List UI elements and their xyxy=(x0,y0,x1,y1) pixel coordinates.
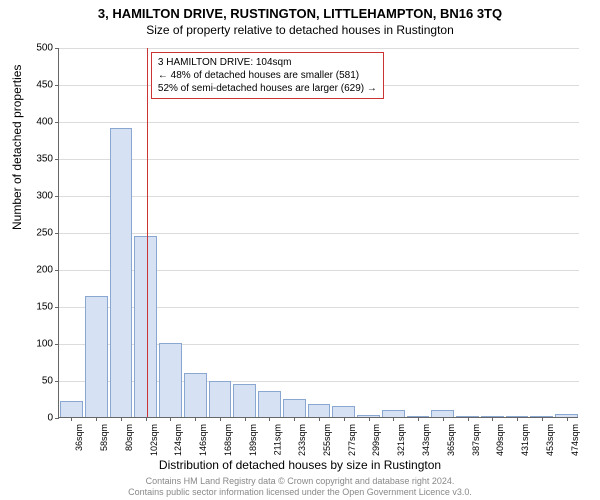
x-tick-mark xyxy=(294,417,295,421)
x-tick-label: 321sqm xyxy=(396,424,406,456)
y-tick-mark xyxy=(55,48,59,49)
y-tick-mark xyxy=(55,233,59,234)
bar xyxy=(308,404,331,417)
y-tick-mark xyxy=(55,307,59,308)
y-tick-mark xyxy=(55,196,59,197)
gridline xyxy=(59,159,579,160)
y-tick-mark xyxy=(55,270,59,271)
x-tick-label: 409sqm xyxy=(495,424,505,456)
x-tick-label: 36sqm xyxy=(74,424,84,451)
gridline xyxy=(59,196,579,197)
bar xyxy=(60,401,83,417)
x-tick-mark xyxy=(195,417,196,421)
x-tick-mark xyxy=(418,417,419,421)
x-tick-mark xyxy=(443,417,444,421)
y-axis-label: Number of detached properties xyxy=(10,65,24,230)
bar xyxy=(431,410,454,417)
bar xyxy=(382,410,405,417)
annotation-box: 3 HAMILTON DRIVE: 104sqm← 48% of detache… xyxy=(151,52,384,99)
bar xyxy=(332,406,355,417)
y-tick-label: 200 xyxy=(23,265,53,276)
x-tick-mark xyxy=(121,417,122,421)
footer-line-1: Contains HM Land Registry data © Crown c… xyxy=(0,476,600,487)
x-tick-mark xyxy=(71,417,72,421)
footer-text: Contains HM Land Registry data © Crown c… xyxy=(0,476,600,499)
x-tick-label: 453sqm xyxy=(545,424,555,456)
bar xyxy=(85,296,108,417)
bar xyxy=(233,384,256,417)
bar xyxy=(134,236,157,417)
chart-subtitle: Size of property relative to detached ho… xyxy=(0,21,600,37)
bar xyxy=(159,343,182,417)
x-tick-label: 431sqm xyxy=(520,424,530,456)
bar xyxy=(209,381,232,417)
y-tick-label: 500 xyxy=(23,43,53,54)
y-tick-label: 250 xyxy=(23,228,53,239)
y-tick-mark xyxy=(55,418,59,419)
x-axis-label: Distribution of detached houses by size … xyxy=(0,458,600,472)
chart-container: 3, HAMILTON DRIVE, RUSTINGTON, LITTLEHAM… xyxy=(0,0,600,500)
x-tick-mark xyxy=(517,417,518,421)
x-tick-mark xyxy=(542,417,543,421)
x-tick-mark xyxy=(344,417,345,421)
bar xyxy=(184,373,207,417)
y-tick-mark xyxy=(55,85,59,86)
x-tick-label: 58sqm xyxy=(99,424,109,451)
x-tick-mark xyxy=(220,417,221,421)
y-tick-mark xyxy=(55,122,59,123)
x-tick-mark xyxy=(567,417,568,421)
y-tick-label: 100 xyxy=(23,339,53,350)
x-tick-label: 365sqm xyxy=(446,424,456,456)
gridline xyxy=(59,233,579,234)
gridline xyxy=(59,122,579,123)
gridline xyxy=(59,48,579,49)
x-tick-mark xyxy=(393,417,394,421)
x-tick-mark xyxy=(492,417,493,421)
x-tick-mark xyxy=(468,417,469,421)
bar xyxy=(110,128,133,417)
chart-area: 05010015020025030035040045050036sqm58sqm… xyxy=(58,48,578,418)
x-tick-label: 211sqm xyxy=(272,424,282,455)
x-tick-label: 189sqm xyxy=(248,424,258,456)
plot-region: 05010015020025030035040045050036sqm58sqm… xyxy=(58,48,578,418)
y-tick-label: 300 xyxy=(23,191,53,202)
x-tick-label: 168sqm xyxy=(223,424,233,456)
x-tick-mark xyxy=(245,417,246,421)
x-tick-label: 102sqm xyxy=(149,424,159,456)
bar xyxy=(283,399,306,418)
x-tick-mark xyxy=(146,417,147,421)
chart-title: 3, HAMILTON DRIVE, RUSTINGTON, LITTLEHAM… xyxy=(0,0,600,21)
y-tick-label: 50 xyxy=(23,376,53,387)
x-tick-label: 277sqm xyxy=(347,424,357,456)
x-tick-label: 387sqm xyxy=(471,424,481,456)
bar xyxy=(258,391,281,417)
x-tick-mark xyxy=(369,417,370,421)
x-tick-label: 80sqm xyxy=(124,424,134,451)
annotation-line: ← 48% of detached houses are smaller (58… xyxy=(158,69,377,82)
y-tick-label: 350 xyxy=(23,154,53,165)
marker-line xyxy=(147,48,148,417)
x-tick-label: 255sqm xyxy=(322,424,332,456)
y-tick-mark xyxy=(55,159,59,160)
x-tick-mark xyxy=(269,417,270,421)
footer-line-2: Contains public sector information licen… xyxy=(0,487,600,498)
y-tick-mark xyxy=(55,344,59,345)
x-tick-label: 343sqm xyxy=(421,424,431,456)
x-tick-label: 299sqm xyxy=(372,424,382,456)
y-tick-mark xyxy=(55,381,59,382)
annotation-line: 3 HAMILTON DRIVE: 104sqm xyxy=(158,56,377,69)
x-tick-mark xyxy=(170,417,171,421)
x-tick-mark xyxy=(319,417,320,421)
y-tick-label: 450 xyxy=(23,80,53,91)
y-tick-label: 150 xyxy=(23,302,53,313)
y-tick-label: 400 xyxy=(23,117,53,128)
y-tick-label: 0 xyxy=(23,413,53,424)
x-tick-label: 233sqm xyxy=(297,424,307,456)
x-tick-label: 474sqm xyxy=(570,424,580,456)
x-tick-mark xyxy=(96,417,97,421)
x-tick-label: 124sqm xyxy=(173,424,183,456)
annotation-line: 52% of semi-detached houses are larger (… xyxy=(158,82,377,95)
x-tick-label: 146sqm xyxy=(198,424,208,456)
